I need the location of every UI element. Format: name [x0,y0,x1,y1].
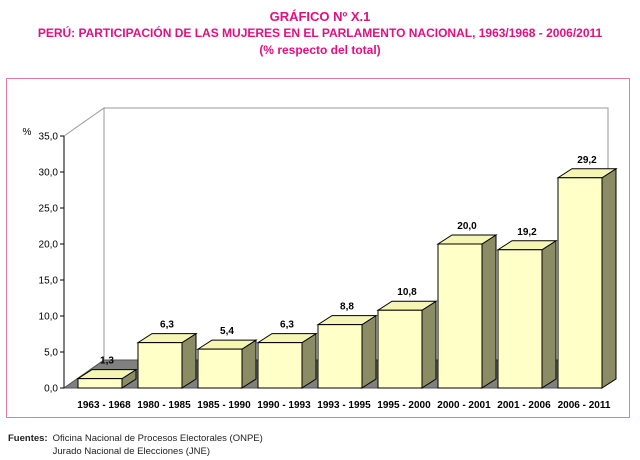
bar [257,342,303,389]
bar-side [421,300,437,389]
y-tick-label: 0,0 [44,384,58,395]
bar [137,342,183,389]
figure-number: GRÁFICO Nº X.1 [269,9,371,24]
chart-subtitle: (% respecto del total) [259,43,381,57]
data-label: 1,3 [100,356,114,367]
side-wall [63,107,105,389]
data-label: 8,8 [340,302,354,313]
data-label: 20,0 [457,221,477,232]
data-label: 29,2 [577,155,597,166]
y-tick-label: 30,0 [39,168,59,179]
data-label: 5,4 [220,326,234,337]
bar-side [361,314,377,389]
bar-side [481,234,497,389]
y-axis-label: % [23,127,32,138]
y-tick-label: 15,0 [39,276,59,287]
x-tick-label: 1993 - 1995 [317,400,371,411]
y-tick-label: 5,0 [44,348,58,359]
x-tick-label: 1985 - 1990 [197,400,251,411]
data-label: 6,3 [280,320,294,331]
x-tick-label: 1980 - 1985 [137,400,191,411]
chart-frame [6,78,630,418]
bar [557,177,603,389]
bar [377,309,423,389]
y-tick-label: 20,0 [39,240,59,251]
sources-note: Fuentes: Oficina Nacional de Procesos El… [8,432,263,458]
bar [317,324,363,389]
y-tick-label: 10,0 [39,312,59,323]
bar-side [601,167,617,389]
sources-list: Oficina Nacional de Procesos Electorales… [53,432,263,458]
y-tick-label: 25,0 [39,204,59,215]
bar [497,249,543,389]
bar [197,348,243,389]
chart-header: GRÁFICO Nº X.1 PERÚ: PARTICIPACIÓN DE LA… [0,8,640,59]
bar [437,243,483,389]
y-tick-label: 35,0 [39,132,59,143]
bar-side [541,239,557,389]
sources-label: Fuentes: [8,433,48,444]
data-label: 19,2 [517,227,537,238]
data-label: 10,8 [397,287,417,298]
bar [77,378,123,389]
x-tick-label: 2006 - 2011 [558,400,611,411]
chart-title: PERÚ: PARTICIPACIÓN DE LAS MUJERES EN EL… [37,26,603,40]
x-tick-label: 1963 - 1968 [77,400,131,411]
x-tick-label: 2000 - 2001 [437,400,491,411]
x-tick-label: 1990 - 1993 [257,400,311,411]
x-tick-label: 2001 - 2006 [497,400,551,411]
data-label: 6,3 [160,320,174,331]
source-item: Oficina Nacional de Procesos Electorales… [52,433,263,444]
source-item: Jurado Nacional de Elecciones (JNE) [52,446,210,457]
x-tick-label: 1995 - 2000 [377,400,431,411]
